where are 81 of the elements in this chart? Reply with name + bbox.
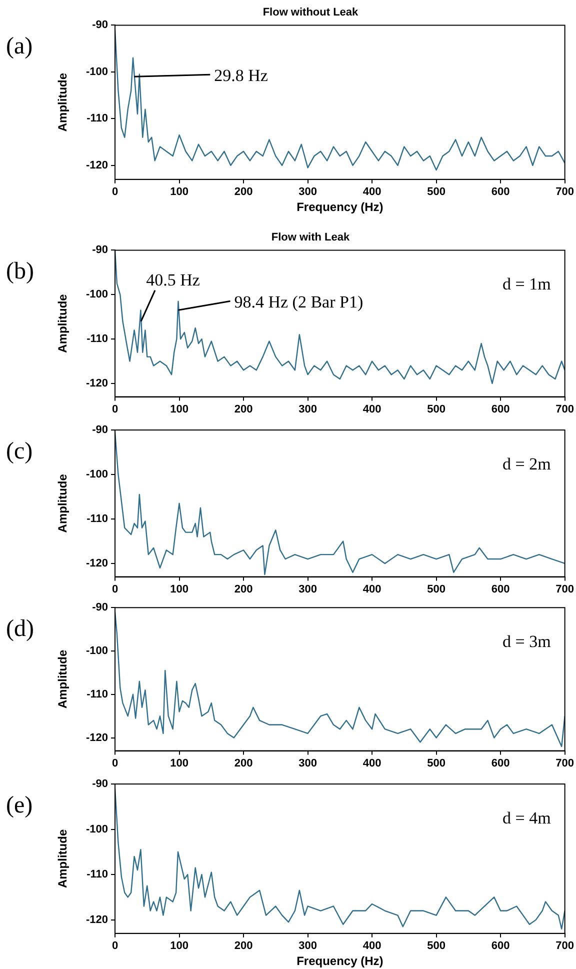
y-tick-label: -90	[92, 424, 108, 436]
x-tick-label: 400	[362, 757, 382, 770]
y-axis-title: Amplitude	[56, 650, 70, 709]
annotation: 40.5 Hz	[146, 270, 200, 290]
x-tick-label: 0	[112, 403, 118, 416]
y-tick-label: -120	[86, 732, 108, 744]
y-tick-label: -100	[86, 823, 108, 836]
y-tick-label: -110	[86, 688, 108, 700]
annotation: d = 3m	[502, 632, 551, 652]
x-tick-label: 100	[170, 583, 188, 596]
x-tick-label: 600	[491, 403, 510, 416]
text: (a)	[6, 33, 33, 60]
y-axis-title: Amplitude	[56, 72, 70, 132]
x-tick-label: 500	[427, 583, 446, 596]
x-tick-label: 0	[112, 757, 118, 770]
y-tick-label: -90	[92, 244, 108, 256]
y-tick-label: -110	[86, 513, 108, 525]
x-tick-label: 400	[362, 583, 382, 596]
y-tick-label: -120	[86, 557, 108, 570]
x-tick-label: 400	[362, 186, 382, 198]
x-tick-label: 700	[556, 186, 574, 198]
chart-title: Flow without Leak	[262, 6, 360, 19]
x-tick-label: 600	[491, 186, 510, 198]
y-tick-label: -100	[86, 66, 108, 78]
y-tick-label: -110	[86, 868, 108, 881]
x-tick-label: 500	[427, 757, 446, 770]
x-tick-label: 500	[427, 186, 446, 198]
x-tick-label: 300	[298, 940, 317, 952]
x-tick-label: 200	[234, 583, 253, 596]
x-tick-label: 500	[427, 403, 446, 416]
x-axis-title: Frequency (Hz)	[296, 954, 384, 968]
x-tick-label: 200	[234, 186, 253, 198]
annotation: d = 1m	[502, 274, 551, 294]
x-tick-label: 700	[556, 403, 574, 416]
x-tick-label: 300	[298, 757, 317, 770]
text: (b)	[6, 258, 34, 284]
text: (e)	[6, 792, 33, 818]
y-tick-label: -90	[92, 19, 108, 32]
x-tick-label: 500	[427, 940, 446, 952]
annotation: 29.8 Hz	[214, 66, 268, 86]
x-tick-label: 600	[491, 940, 510, 952]
y-tick-label: -120	[86, 378, 108, 390]
x-tick-label: 600	[491, 583, 510, 596]
x-tick-label: 0	[112, 186, 118, 198]
x-tick-label: 300	[298, 186, 317, 198]
x-tick-label: 100	[170, 757, 188, 770]
y-tick-label: -100	[86, 468, 108, 481]
text: (d)	[6, 616, 34, 642]
annotation: d = 2m	[502, 454, 551, 474]
y-tick-label: -90	[92, 602, 108, 614]
x-tick-label: 200	[234, 757, 253, 770]
y-tick-label: -100	[86, 645, 108, 658]
x-tick-label: 600	[491, 757, 510, 770]
annotation: 98.4 Hz (2 Bar P1)	[234, 292, 364, 312]
x-tick-label: 100	[170, 940, 188, 952]
x-tick-label: 200	[234, 403, 253, 416]
y-tick-label: -90	[92, 778, 108, 790]
x-tick-label: 300	[298, 403, 317, 416]
x-axis-title: Frequency (Hz)	[296, 200, 384, 214]
x-tick-label: 100	[170, 403, 188, 416]
x-tick-label: 700	[556, 583, 574, 596]
x-tick-label: 400	[362, 403, 382, 416]
x-tick-label: 700	[556, 940, 574, 952]
y-tick-label: -120	[86, 159, 108, 172]
annotation: d = 4m	[502, 808, 551, 828]
text: (c)	[6, 438, 33, 464]
x-tick-label: 400	[362, 940, 382, 952]
x-tick-label: 200	[234, 940, 253, 952]
y-tick-label: -100	[86, 288, 108, 301]
y-axis-title: Amplitude	[56, 474, 70, 533]
x-tick-label: 700	[556, 757, 574, 770]
y-tick-label: -120	[86, 914, 108, 926]
y-axis-title: Amplitude	[56, 829, 70, 888]
y-tick-label: -110	[86, 112, 108, 125]
y-axis-title: Amplitude	[56, 294, 70, 353]
x-tick-label: 0	[112, 940, 118, 952]
x-tick-label: 0	[112, 583, 118, 596]
y-tick-label: -110	[86, 333, 108, 346]
x-tick-label: 300	[298, 583, 317, 596]
chart-title: Flow with Leak	[271, 232, 350, 244]
x-tick-label: 100	[170, 186, 188, 198]
